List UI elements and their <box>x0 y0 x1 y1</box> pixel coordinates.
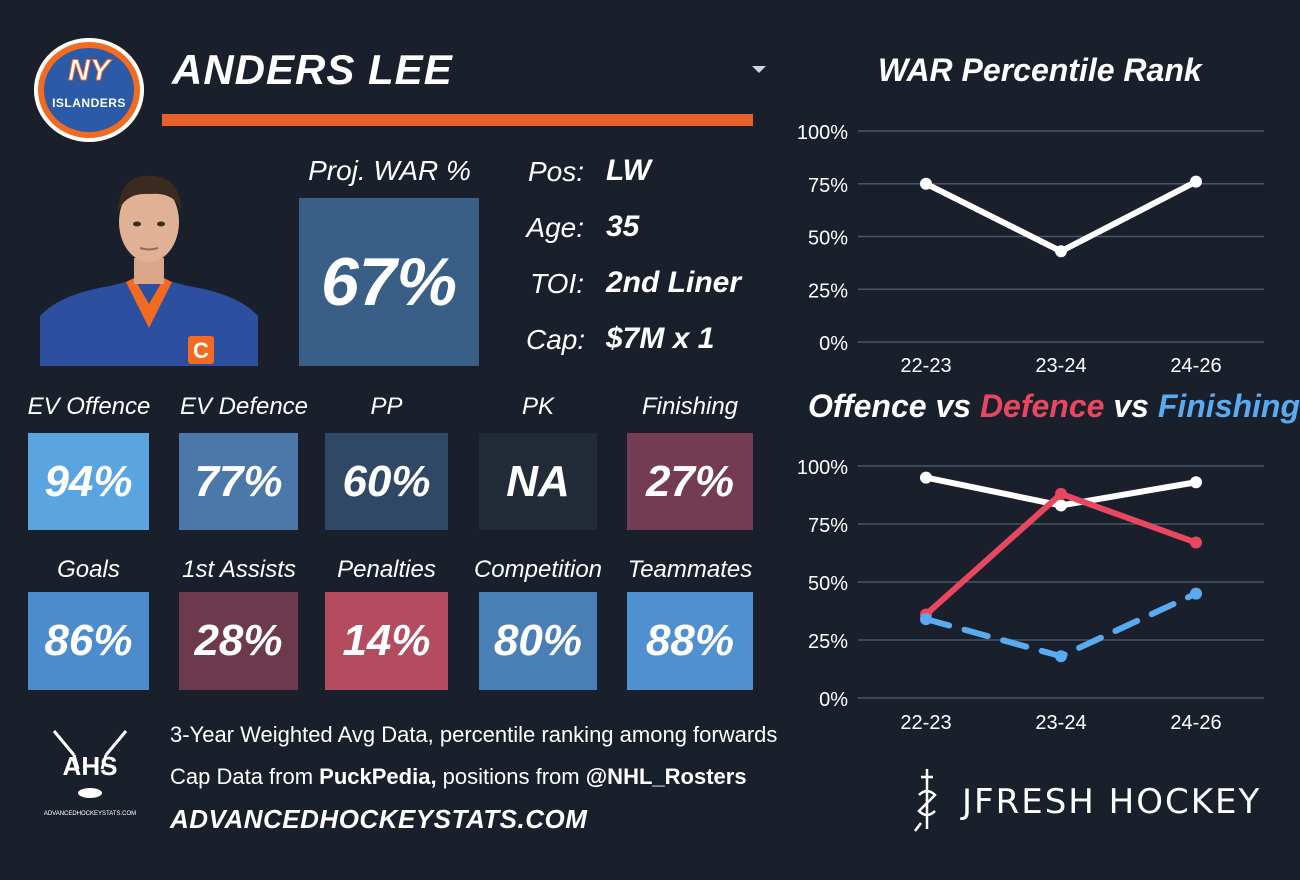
tile-pp: 60% <box>325 433 448 530</box>
chart-2-xtick-label: 24-26 <box>1170 712 1221 734</box>
tile-label-penalties: Penalties <box>337 556 436 583</box>
chart-2-series-finishing-point <box>920 613 932 626</box>
proj-war-value: 67% <box>320 244 458 320</box>
chart-2-title: Offence vs Defence vs Finishing <box>808 388 1300 425</box>
chart-2-series-defence-point <box>1190 536 1202 549</box>
tile-pk: NA <box>479 433 597 530</box>
chart-1-title: WAR Percentile Rank <box>878 52 1202 88</box>
chart-1-ytick-label: 0% <box>819 333 848 355</box>
tile-finishing: 27% <box>627 433 753 530</box>
info-value-toi: 2nd Liner <box>606 266 742 299</box>
chart-1-ytick-label: 50% <box>808 228 848 250</box>
info-label-age: Age: <box>526 212 584 243</box>
chart-2-series-defence-point <box>1055 487 1067 500</box>
jfresh-brand: JFRESH HOCKEY <box>962 782 1262 822</box>
chart-2-series-finishing-point <box>1055 650 1067 663</box>
chevron-down-icon[interactable] <box>752 66 766 73</box>
chart-1-series-0-point <box>1055 245 1067 258</box>
chart-2-series-finishing-point <box>1190 587 1202 600</box>
info-value-age: 35 <box>606 210 640 243</box>
chart-1-xtick-label: 22-23 <box>900 355 951 377</box>
tile-competition: 80% <box>479 592 597 690</box>
chart-2-series-finishing-line <box>923 590 1199 660</box>
footer-line-2-prefix: Cap Data from <box>170 764 320 789</box>
tile-label-goals: Goals <box>57 556 120 583</box>
footer-line-2: Cap Data from PuckPedia, positions from … <box>170 764 747 790</box>
tile-label-competition: Competition <box>473 556 603 583</box>
chart-2-ytick-label: 0% <box>819 689 848 711</box>
chart-2-ytick-label: 100% <box>797 457 848 479</box>
chart-2-title-defence: Defence <box>979 388 1105 424</box>
info-label-pos: Pos: <box>527 156 584 187</box>
chart-2-ytick-label: 75% <box>808 515 848 537</box>
chart-2-series-offence-point <box>920 471 932 484</box>
chart-2-ytick-label: 50% <box>808 573 848 595</box>
ahs-logo-text: AHS <box>63 751 118 781</box>
chart-2-xtick-label: 23-24 <box>1035 712 1086 734</box>
tile-label-pp: PP <box>370 393 403 420</box>
team-logo-ny: NY <box>68 54 111 88</box>
footer-line-2-mid: positions from <box>436 764 586 789</box>
chart-1-ytick-label: 100% <box>797 122 848 144</box>
chart-2-ytick-label: 25% <box>808 631 848 653</box>
jfresh-logo-icon <box>905 765 949 837</box>
ahs-logo: AHS ADVANCEDHOCKEYSTATS.COM <box>40 725 140 825</box>
chart-1-xtick-label: 24-26 <box>1170 355 1221 377</box>
footer-line-1: 3-Year Weighted Avg Data, percentile ran… <box>170 722 778 747</box>
nhl-rosters-link[interactable]: @NHL_Rosters <box>585 764 747 789</box>
chart-1-series-0-line <box>923 178 1199 255</box>
chart-1-ytick-label: 25% <box>808 280 848 302</box>
chart-2-series-defence-line <box>923 490 1199 618</box>
name-underline-bar <box>162 114 753 126</box>
ahs-logo-url: ADVANCEDHOCKEYSTATS.COM <box>44 811 136 817</box>
team-logo-subtext: ISLANDERS <box>52 96 126 110</box>
chart-2-title-vs-1: vs <box>926 388 980 424</box>
info-label-cap: Cap: <box>526 324 586 355</box>
jersey-letter: C <box>193 338 209 363</box>
tile-ev-defence: 77% <box>179 433 298 530</box>
proj-war-box: 67% <box>299 198 479 366</box>
tile-label-ev-offence: EV Offence <box>27 393 151 420</box>
tile-penalties: 14% <box>325 592 448 690</box>
tile-teammates: 88% <box>627 592 753 690</box>
tile-label-finishing: Finishing <box>641 393 739 420</box>
offence-defence-finishing-chart: 100% 75% 50% 25% 0% 22-23 23-24 24-26 <box>797 457 1264 734</box>
tile-1st-assists: 28% <box>179 592 298 690</box>
info-value-cap: $7M x 1 <box>606 322 715 355</box>
puckpedia-link[interactable]: PuckPedia, <box>319 764 437 789</box>
proj-war-label: Proj. WAR % <box>308 155 471 186</box>
info-label-toi: TOI: <box>530 268 584 299</box>
chart-2-title-finishing: Finishing <box>1157 388 1300 424</box>
chart-2-xtick-label: 22-23 <box>900 712 951 734</box>
tile-label-1st-assists: 1st Assists <box>182 556 296 583</box>
player-photo: C <box>40 166 258 366</box>
war-percentile-chart: 100% 75% 50% 25% 0% 22-23 23-24 24-26 <box>797 122 1264 377</box>
player-name: ANDERS LEE <box>172 46 453 93</box>
chart-1-series-0-point <box>920 177 932 190</box>
chart-2-title-vs-2: vs <box>1104 388 1158 424</box>
tile-label-ev-defence: EV Defence <box>179 393 309 420</box>
tile-label-pk: PK <box>521 393 554 420</box>
chart-1-ytick-label: 75% <box>808 175 848 197</box>
chart-2-series-offence-point <box>1190 476 1202 489</box>
team-logo: NY ISLANDERS <box>34 38 144 142</box>
chart-1-xtick-label: 23-24 <box>1035 355 1086 377</box>
chart-2-title-offence: Offence <box>808 388 927 424</box>
info-value-pos: LW <box>606 154 651 187</box>
tile-ev-offence: 94% <box>28 433 149 530</box>
chart-2-series-offence-point <box>1055 499 1067 512</box>
site-url[interactable]: ADVANCEDHOCKEYSTATS.COM <box>170 804 588 834</box>
chart-1-series-0-point <box>1190 175 1202 188</box>
tile-label-teammates: Teammates <box>627 556 753 583</box>
tile-goals: 86% <box>28 592 149 690</box>
